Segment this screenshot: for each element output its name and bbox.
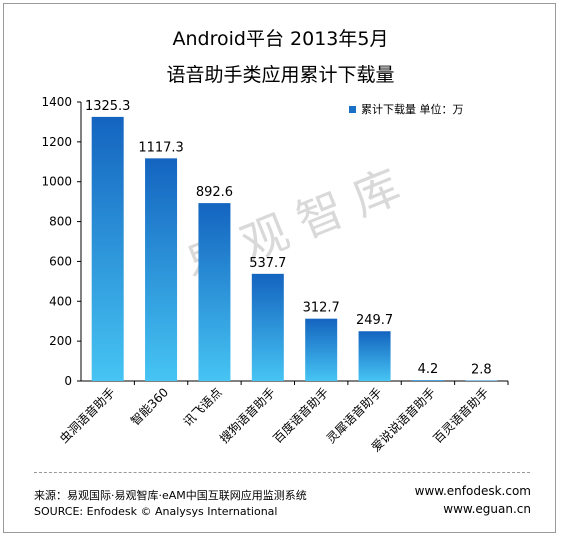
data-label: 312.7 [303,301,340,316]
bar [91,116,124,381]
y-tick-label: 400 [49,294,72,308]
legend-label: 累计下载量 单位：万 [361,103,464,116]
y-tick-label: 800 [49,215,72,229]
source-en: SOURCE: Enfodesk © Analysys Internationa… [34,505,278,518]
eguan-link[interactable]: www.eguan.cn [443,502,531,516]
y-tick-label: 1400 [41,95,72,109]
data-label: 2.8 [471,362,492,377]
data-label: 892.6 [196,185,233,200]
y-tick-label: 600 [49,254,72,268]
y-tick-label: 1200 [41,135,72,149]
source-cn: 来源：易观国际·易观智库·eAM中国互联网应用监测系统 [34,489,307,502]
data-label: 4.2 [418,362,439,377]
y-tick-label: 1000 [41,175,72,189]
data-label: 1325.3 [85,99,131,114]
y-tick-label: 0 [64,374,72,388]
footer-divider [34,472,530,473]
bar [251,273,284,381]
x-tick-label: 智能360 [127,385,171,429]
data-label: 537.7 [249,256,286,271]
data-label: 1117.3 [138,140,184,155]
y-tick-label: 200 [49,334,72,348]
x-tick-label: 百灵语音助手 [430,385,492,447]
enfodesk-link[interactable]: www.enfodesk.com [414,484,531,498]
bar [465,380,498,381]
x-tick-label: 虫洞语音助手 [56,385,118,447]
x-tick-label: 讯飞语点 [181,385,225,429]
chart-subtitle: 语音助手类应用累计下载量 [166,64,395,86]
chart-legend: 累计下载量 单位：万 [349,101,464,117]
bar [358,331,391,381]
legend-swatch [349,105,356,113]
bar [198,203,231,381]
x-tick-label: 百度语音助手 [270,385,332,447]
data-label: 249.7 [356,313,393,328]
bar [145,158,178,381]
bar [411,380,444,381]
bar [305,318,338,381]
chart-title: Android平台 2013年5月 [172,28,389,50]
x-tick-label: 搜狗语音助手 [216,385,278,447]
